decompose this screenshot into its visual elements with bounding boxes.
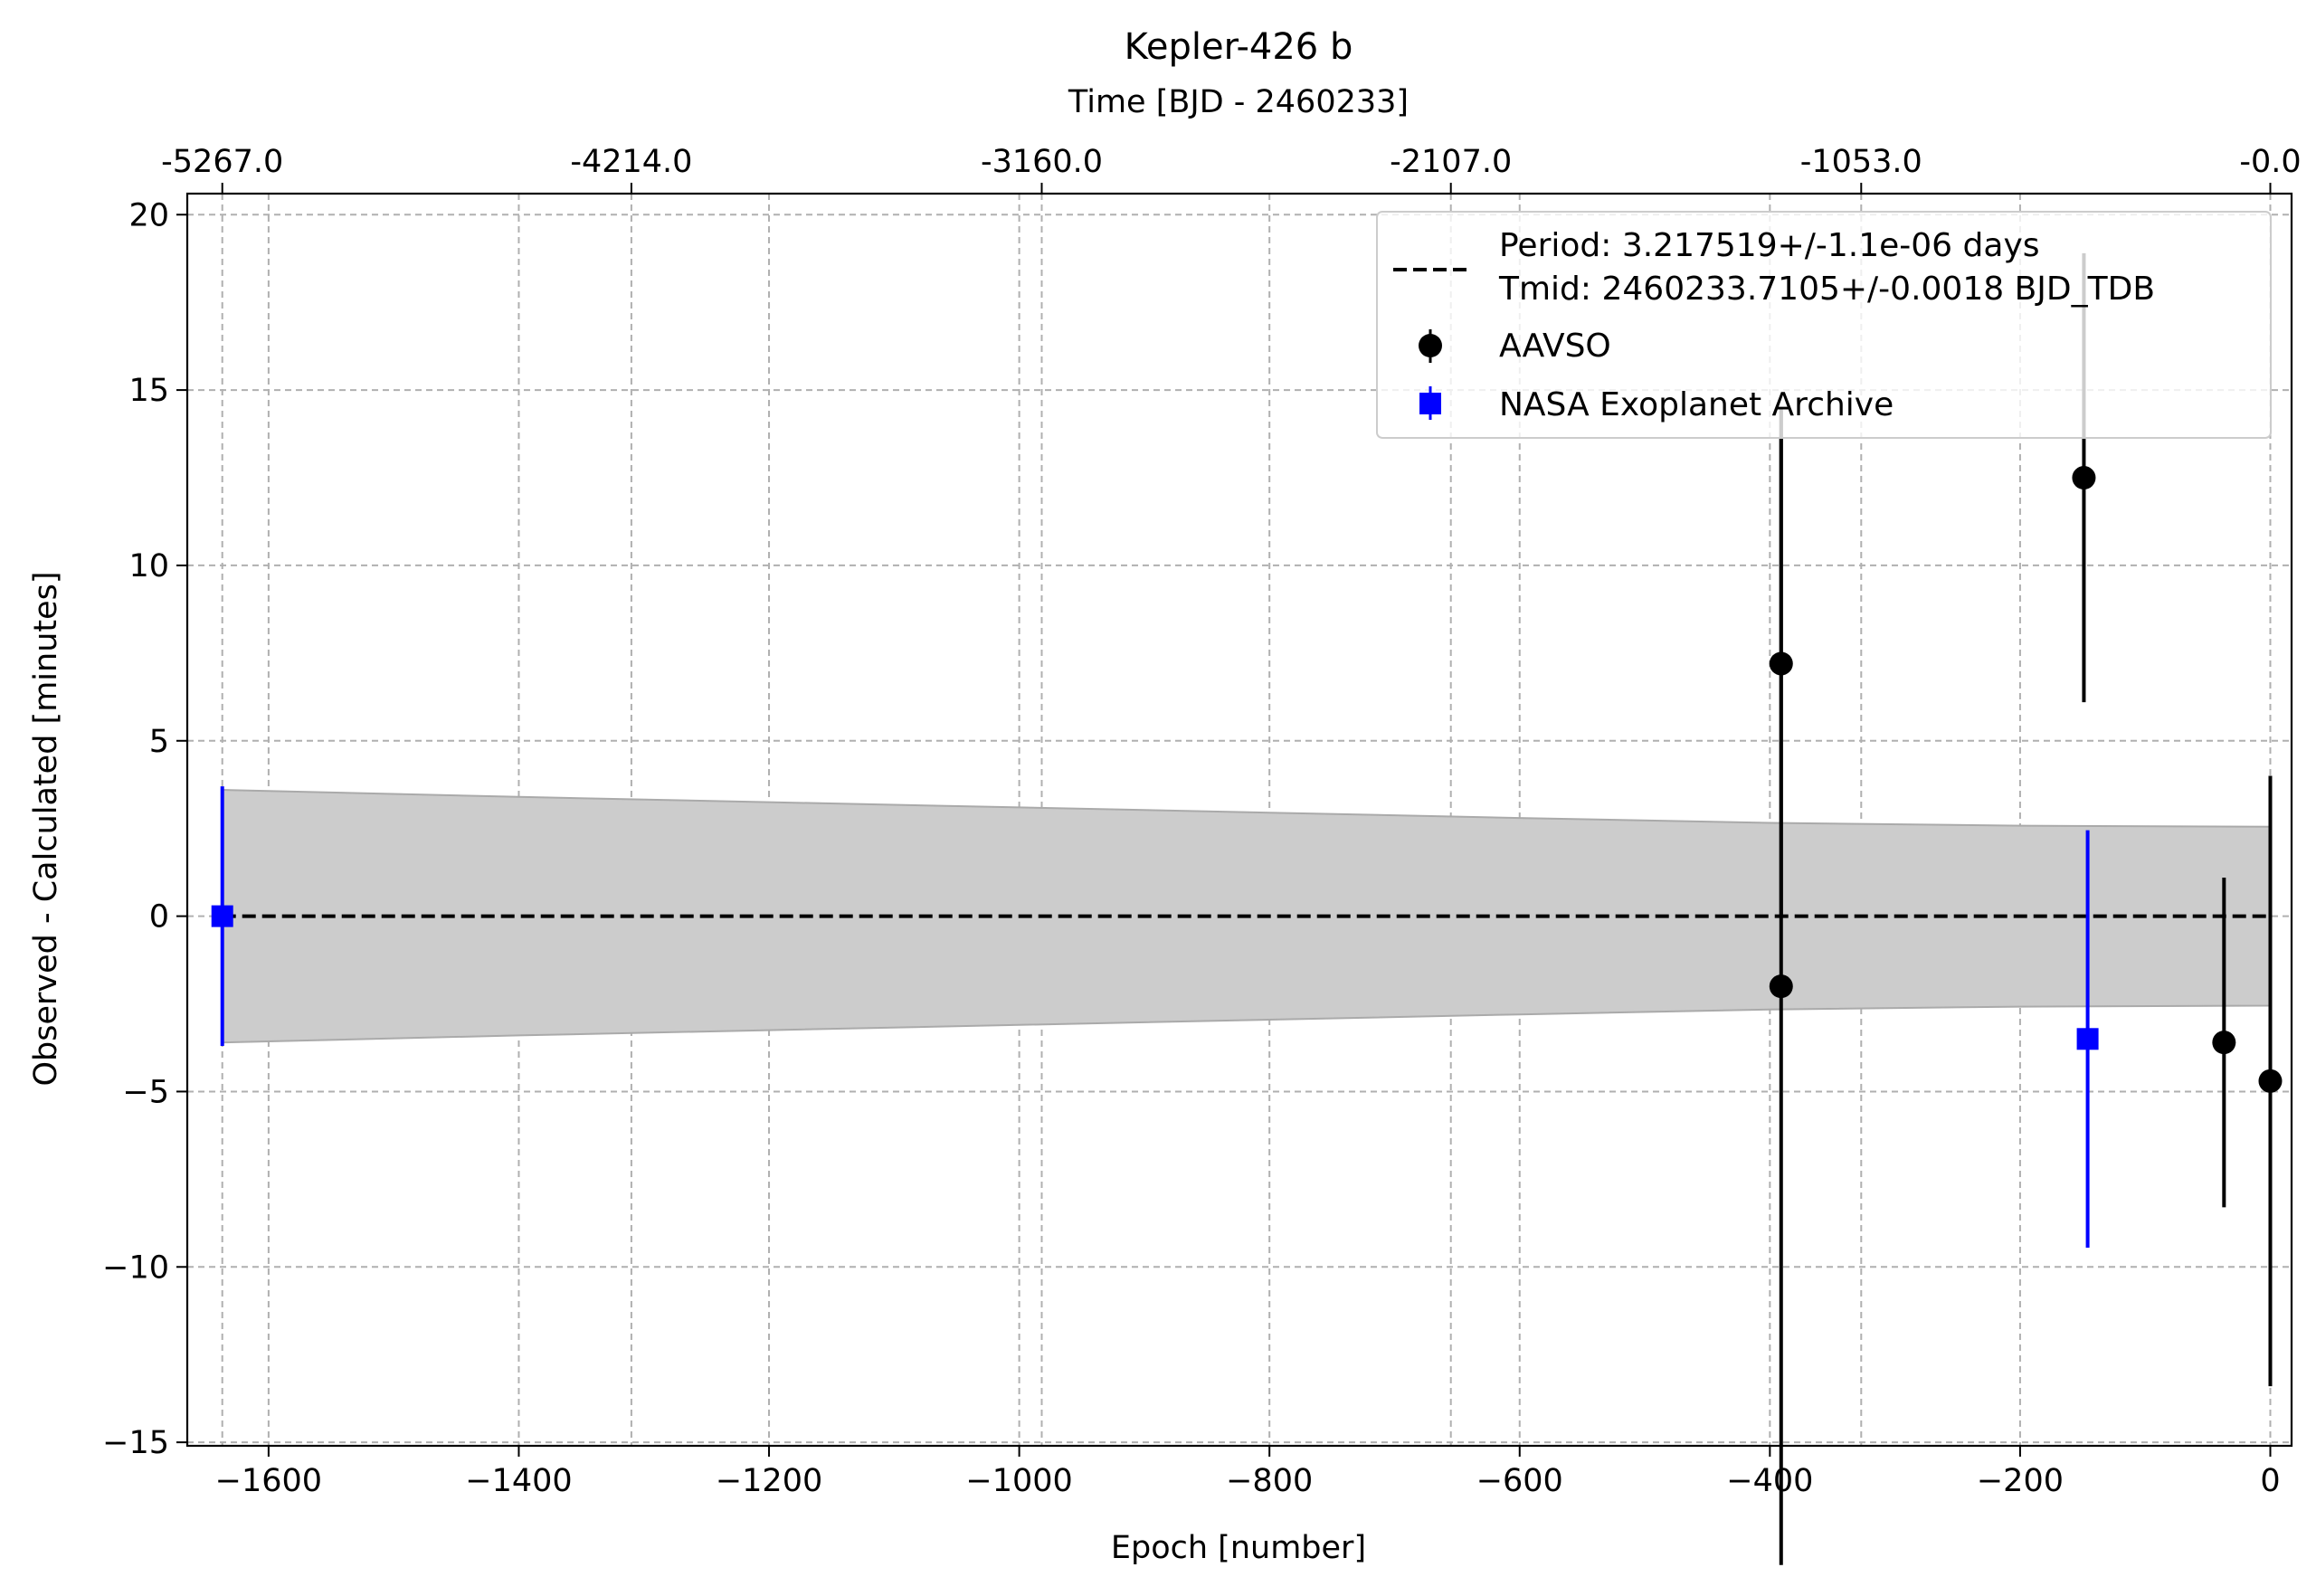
plot-frame — [185, 192, 2293, 1448]
x-tick-label: 0 — [2260, 1463, 2280, 1499]
legend-nasa-marker — [1419, 393, 1441, 414]
y-tick-label: −5 — [122, 1074, 169, 1110]
x-tick-label: −600 — [1476, 1463, 1563, 1499]
aavso-point — [1769, 651, 1793, 676]
top-x-axis-label: Time [BJD - 2460233] — [1068, 84, 1409, 120]
x-tick-label: −1200 — [716, 1463, 822, 1499]
legend-aavso-marker — [1419, 334, 1442, 357]
x-axis-label: Epoch [number] — [1111, 1530, 1366, 1566]
legend-fit-tmid-label: Tmid: 2460233.7105+/-0.0018 BJD_TDB — [1498, 271, 2155, 308]
top-tick-label: -3160.0 — [981, 144, 1103, 180]
y-tick-label: 20 — [128, 197, 169, 233]
legend-nasa-label: NASA Exoplanet Archive — [1499, 386, 1894, 423]
nasa-point — [211, 905, 233, 927]
legend-aavso-label: AAVSO — [1499, 328, 1611, 365]
y-axis-label: Observed - Calculated [minutes] — [28, 571, 64, 1086]
y-tick-label: 10 — [128, 548, 169, 584]
top-tick-label: -1053.0 — [1800, 144, 1922, 180]
top-tick-label: -4214.0 — [570, 144, 692, 180]
x-tick-label: −1600 — [215, 1463, 322, 1499]
legend: Period: 3.217519+/-1.1e-06 days Tmid: 24… — [1376, 211, 2272, 439]
aavso-point — [2258, 1069, 2283, 1093]
x-tick-label: −1000 — [965, 1463, 1072, 1499]
x-tick-label: −400 — [1726, 1463, 1813, 1499]
chart-title: Kepler-426 b — [1125, 26, 1353, 68]
y-tick-label: −15 — [102, 1425, 169, 1461]
x-tick-label: −800 — [1226, 1463, 1313, 1499]
data-layer — [211, 252, 2283, 1565]
aavso-point — [2212, 1031, 2236, 1055]
nasa-point — [2076, 1028, 2099, 1050]
y-tick-label: 5 — [149, 724, 169, 760]
aavso-point — [2072, 466, 2096, 490]
legend-fit-period-label: Period: 3.217519+/-1.1e-06 days — [1499, 227, 2040, 264]
aavso-point — [1769, 974, 1793, 999]
axes: −1600 −1400 −1200 −1000 −800 −600 −400 −200 0 -52… — [102, 144, 2302, 1499]
y-tick-label: 0 — [149, 899, 169, 936]
top-tick-label: -2107.0 — [1390, 144, 1512, 180]
y-tick-label: 15 — [128, 373, 169, 409]
legend-box — [1376, 211, 2272, 439]
top-tick-label: -0.0 — [2239, 144, 2301, 180]
x-tick-label: −1400 — [465, 1463, 572, 1499]
x-tick-label: −200 — [1977, 1463, 2064, 1499]
y-tick-label: −10 — [102, 1249, 169, 1286]
top-tick-label: -5267.0 — [161, 144, 283, 180]
